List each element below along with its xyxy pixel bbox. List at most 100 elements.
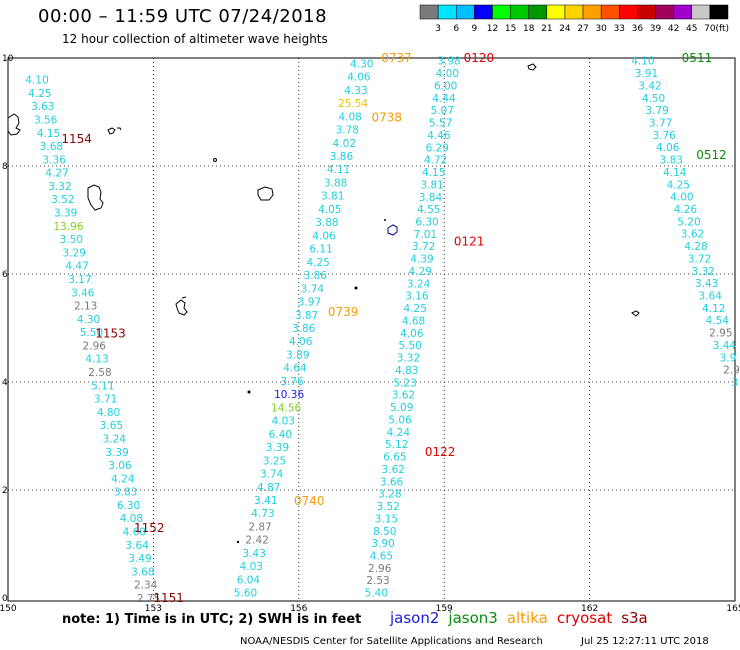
wave-height-value: 3.32 — [48, 181, 71, 193]
colorbar-swatch — [455, 4, 475, 20]
wave-height-value: 3.15 — [375, 513, 398, 525]
axis-labels: 150 153 156 159 162 165 0 2 4 6 8 10 — [0, 54, 740, 614]
wave-height-value: 6.00 — [434, 80, 457, 92]
wave-height-value: 8.50 — [373, 526, 396, 538]
wave-height-value: 3.63 — [31, 101, 54, 113]
wave-height-value: 3.25 — [263, 455, 286, 467]
colorbar-tick: 30 — [595, 24, 607, 34]
wave-height-value: 4.10 — [631, 56, 654, 68]
wave-height-value: 3.90 — [371, 538, 394, 550]
track-time-label: 0737 — [381, 51, 412, 65]
wave-height-value: 13.96 — [53, 221, 83, 233]
island-dot — [236, 540, 240, 544]
track-time-label: 1152 — [134, 521, 165, 535]
wave-height-value: 3.88 — [324, 177, 347, 189]
wave-height-value: 6.30 — [117, 500, 140, 512]
island-outline — [175, 296, 188, 316]
wave-height-value: 4.65 — [370, 550, 393, 562]
wave-height-value: 3.39 — [105, 447, 128, 459]
wave-height-value: 3.97 — [298, 297, 321, 309]
wave-height-value: 4.25 — [667, 179, 690, 191]
track-time-label: 0122 — [425, 445, 456, 459]
y-tick-label: 8 — [2, 162, 8, 172]
colorbar-swatch — [637, 4, 656, 20]
wave-height-value: 2.95 — [709, 328, 732, 340]
wave-height-value: 3.24 — [103, 433, 127, 445]
page-subtitle: 12 hour collection of altimeter wave hei… — [62, 32, 328, 46]
wave-height-value: 2.13 — [74, 301, 97, 313]
wave-height-value: 3.77 — [649, 117, 672, 129]
island-dot — [354, 286, 358, 290]
wave-height-value: 5.50 — [80, 327, 103, 339]
colorbar-swatch — [655, 4, 674, 20]
wave-height-value: 25.54 — [338, 98, 368, 110]
track-time-label: 1154 — [61, 132, 92, 146]
wave-height-value: 3.52 — [51, 194, 74, 206]
wave-height-value: 4.55 — [417, 204, 440, 216]
colorbar-tick: 27 — [577, 24, 588, 34]
wave-height-value: 2.58 — [88, 367, 111, 379]
wave-height-value: 3.50 — [60, 234, 83, 246]
track-time-label: 1151 — [153, 591, 184, 605]
wave-height-value: 6.30 — [415, 217, 438, 229]
wave-height-value: 5.06 — [388, 414, 412, 426]
wave-height-value: 3.52 — [376, 501, 399, 513]
island-dot — [213, 158, 217, 162]
wave-height-value: 4.25 — [306, 257, 329, 269]
wave-height-value: 4.06 — [312, 230, 336, 242]
wave-height-value: 3.32 — [691, 266, 714, 278]
island-outline — [527, 63, 537, 71]
wave-height-value: 4.06 — [289, 336, 313, 348]
y-tick-label: 10 — [2, 54, 14, 64]
wave-height-value: 5.07 — [431, 105, 454, 117]
wave-height-value: 3.36 — [43, 154, 67, 166]
legend-jason3: jason3 — [448, 609, 498, 627]
colorbar-swatch — [437, 4, 457, 20]
legend-jason2: jason2 — [390, 609, 440, 627]
track-time-label: 0739 — [328, 305, 359, 319]
island-outline — [257, 186, 274, 201]
wave-height-value: 7.01 — [414, 229, 437, 241]
wave-height-value: 3.83 — [114, 487, 137, 499]
wave-height-value: 3.84 — [419, 192, 443, 204]
wave-height-value: 3.64 — [699, 290, 723, 302]
colorbar-swatch — [510, 4, 529, 20]
wave-height-value: 6.40 — [269, 429, 292, 441]
wave-height-value: 3.17 — [68, 274, 91, 286]
x-tick-label: 156 — [290, 604, 307, 614]
wave-height-value: 3.81 — [321, 191, 344, 203]
wave-height-value: 4.12 — [702, 303, 725, 315]
wave-height-value: 4.27 — [45, 168, 68, 180]
wave-height-value: 4.08 — [120, 513, 143, 525]
wave-height-value: 4.80 — [97, 407, 120, 419]
colorbar: 3 6 9 12 15 18 21 24 27 30 33 36 39 42 45 70 (ft) — [419, 4, 729, 34]
island-dot — [247, 390, 251, 394]
colorbar-tick: 45 — [686, 24, 697, 34]
wave-height-value: 3.32 — [397, 353, 420, 365]
wave-height-value: 3.41 — [254, 495, 277, 507]
x-tick-label: 162 — [581, 604, 598, 614]
wave-height-value: 3.76 — [652, 130, 676, 142]
track-time-label: 0740 — [294, 494, 325, 508]
wave-height-value: 4.06 — [347, 72, 371, 84]
wave-height-value: 4.30 — [350, 58, 373, 70]
colorbar-swatch — [492, 4, 511, 20]
wave-height-value: 3.87 — [295, 310, 318, 322]
wave-height-value: 3.06 — [108, 460, 132, 472]
wave-height-value: 5.40 — [365, 588, 388, 600]
wave-height-value: 3.62 — [382, 464, 405, 476]
wave-height-value: 2.53 — [366, 575, 389, 587]
wave-height-value: 14.56 — [271, 402, 301, 414]
wave-height-value: 3.86 — [304, 270, 328, 282]
island-outline — [631, 310, 640, 317]
wave-height-value: 3 — [732, 377, 739, 389]
colorbar-swatch — [528, 4, 548, 20]
x-tick-label: 153 — [145, 604, 162, 614]
grid-lines — [8, 58, 735, 601]
colorbar-swatch — [582, 4, 602, 20]
wave-height-value: 4.26 — [674, 204, 698, 216]
track-time-label: 0121 — [454, 235, 485, 249]
wave-height-value: 10.36 — [274, 389, 304, 401]
colorbar-tick: 36 — [632, 24, 644, 34]
